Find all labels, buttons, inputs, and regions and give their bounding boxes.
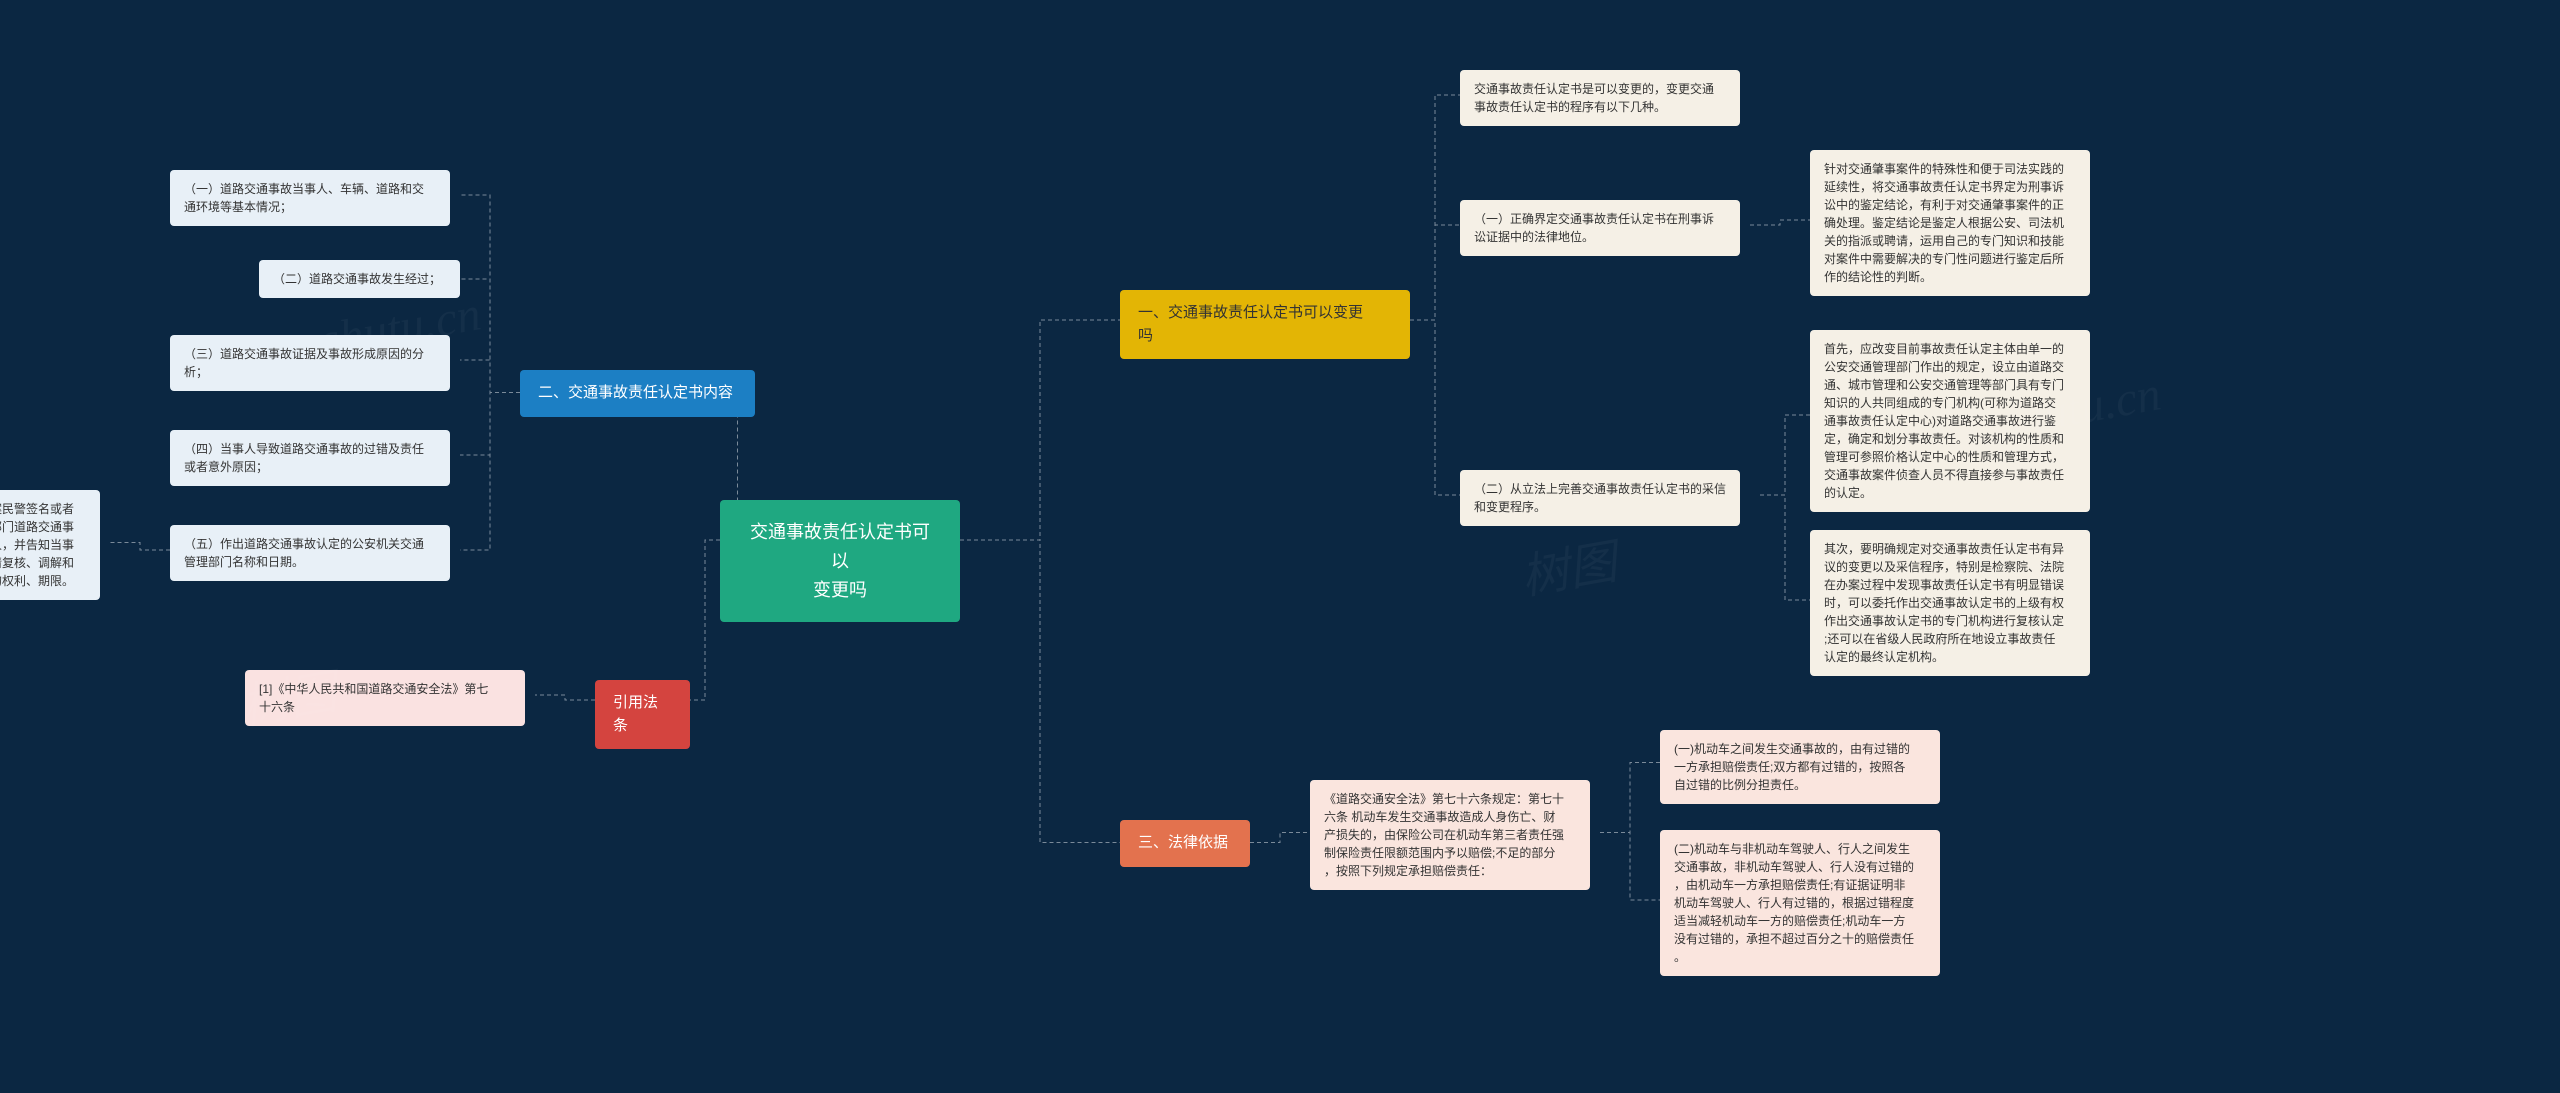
mindmap-node: 首先，应改变目前事故责任认定主体由单一的公安交通管理部门作出的规定，设立由道路交… [1810,330,2090,512]
mindmap-node: （四）当事人导致道路交通事故的过错及责任或者意外原因； [170,430,450,486]
mindmap-node: （二）从立法上完善交通事故责任认定书的采信和变更程序。 [1460,470,1740,526]
mindmap-node: 道路交通事故认定书应当由办案民警签名或者盖章，加盖公安机关交通管理部门道路交通事… [0,490,100,600]
mindmap-node: （二）道路交通事故发生经过； [259,260,460,298]
mindmap-node: (二)机动车与非机动车驾驶人、行人之间发生交通事故，非机动车驾驶人、行人没有过错… [1660,830,1940,976]
mindmap-node: （一）正确界定交通事故责任认定书在刑事诉讼证据中的法律地位。 [1460,200,1740,256]
watermark: 树图 [1515,522,1622,608]
mindmap-node: 针对交通肇事案件的特殊性和便于司法实践的延续性，将交通事故责任认定书界定为刑事诉… [1810,150,2090,296]
mindmap-node: （一）道路交通事故当事人、车辆、道路和交通环境等基本情况； [170,170,450,226]
mindmap-node: （五）作出道路交通事故认定的公安机关交通管理部门名称和日期。 [170,525,450,581]
mindmap-node: 其次，要明确规定对交通事故责任认定书有异议的变更以及采信程序，特别是检察院、法院… [1810,530,2090,676]
mindmap-node: （三）道路交通事故证据及事故形成原因的分析； [170,335,450,391]
mindmap-node: (一)机动车之间发生交通事故的，由有过错的一方承担赔偿责任;双方都有过错的，按照… [1660,730,1940,804]
mindmap-node: 交通事故责任认定书是可以变更的，变更交通事故责任认定书的程序有以下几种。 [1460,70,1740,126]
mindmap-node: 交通事故责任认定书可以变更吗 [720,500,960,622]
mindmap-node: 三、法律依据 [1120,820,1250,867]
mindmap-node: 引用法条 [595,680,690,749]
mindmap-node: 一、交通事故责任认定书可以变更吗 [1120,290,1410,359]
mindmap-node: [1]《中华人民共和国道路交通安全法》第七十六条 [245,670,525,726]
mindmap-node: 《道路交通安全法》第七十六条规定：第七十六条 机动车发生交通事故造成人身伤亡、财… [1310,780,1590,890]
mindmap-node: 二、交通事故责任认定书内容 [520,370,755,417]
